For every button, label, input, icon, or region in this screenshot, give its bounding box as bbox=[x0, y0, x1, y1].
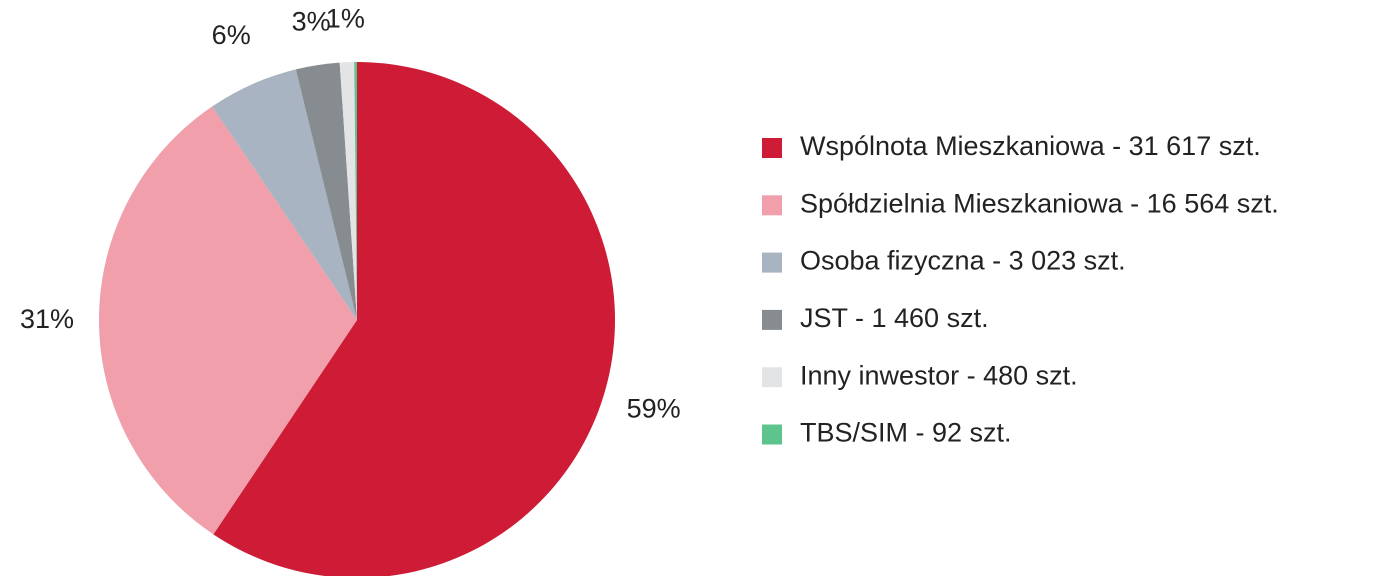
pie-slice bbox=[339, 62, 357, 321]
legend-label: TBS/SIM - 92 szt. bbox=[800, 418, 1012, 448]
data-label: 6% bbox=[212, 20, 251, 50]
data-label: 31% bbox=[20, 304, 74, 334]
legend-swatch bbox=[762, 309, 782, 330]
pie-slice bbox=[354, 62, 357, 320]
data-label: 3% bbox=[292, 7, 331, 37]
data-label: 1% bbox=[326, 3, 365, 33]
legend-swatch bbox=[762, 138, 782, 158]
data-label: 59% bbox=[627, 393, 681, 423]
legend-swatch bbox=[762, 424, 782, 445]
legend-label: JST - 1 460 szt. bbox=[800, 303, 989, 333]
legend-swatch bbox=[762, 367, 782, 388]
legend-swatch bbox=[762, 195, 782, 216]
pie-slice bbox=[212, 69, 357, 321]
legend-label: Inny inwestor - 480 szt. bbox=[800, 360, 1078, 390]
legend-label: Wspólnota Mieszkaniowa - 31 617 szt. bbox=[800, 131, 1261, 161]
pie-slice bbox=[98, 106, 357, 535]
legend-swatch bbox=[762, 252, 782, 273]
legend-label: Osoba fizyczna - 3 023 szt. bbox=[800, 246, 1126, 276]
pie-slice bbox=[213, 62, 615, 576]
legend-label: Spółdzielnia Mieszkaniowa - 16 564 szt. bbox=[800, 188, 1279, 218]
pie-slice bbox=[295, 62, 357, 321]
